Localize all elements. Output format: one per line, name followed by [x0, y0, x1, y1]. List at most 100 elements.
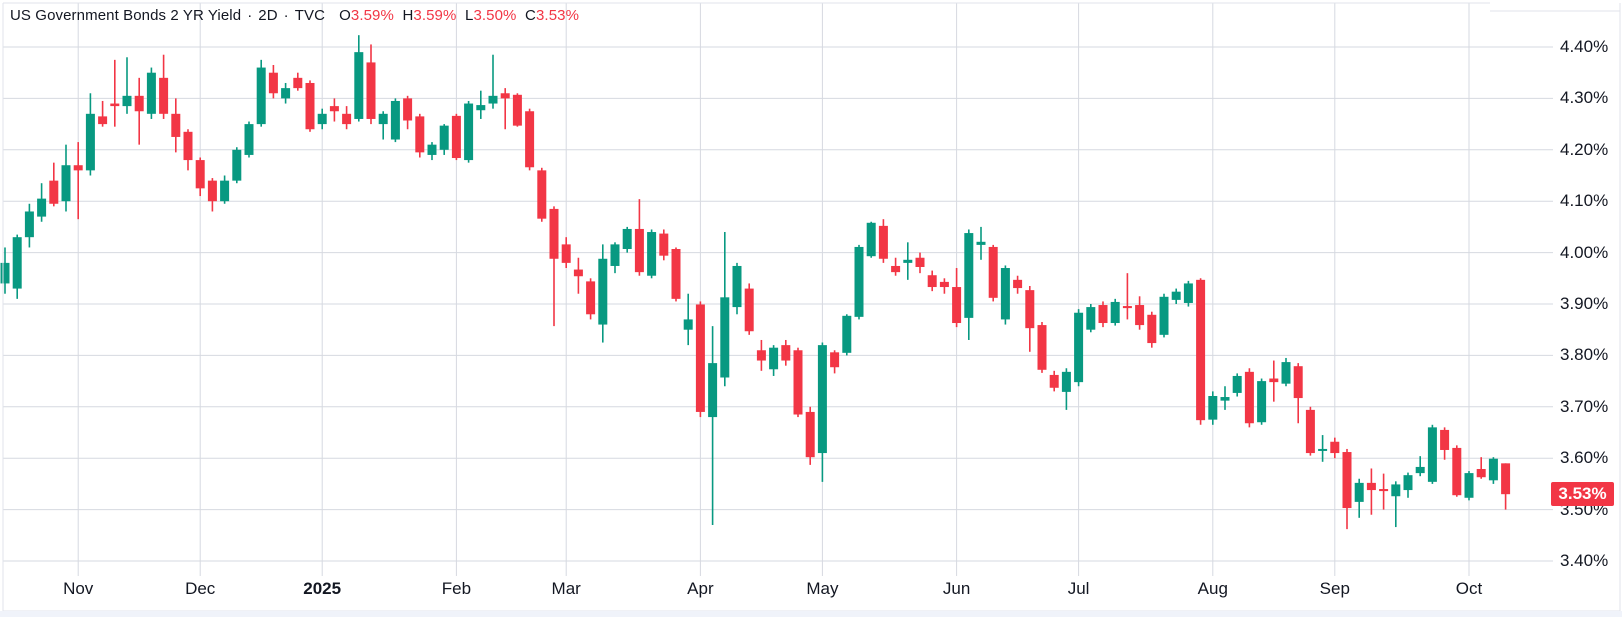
candle-body-up [842, 315, 852, 353]
candle-body-up [964, 233, 974, 318]
candle-body-down [586, 281, 596, 315]
candle-body-down [781, 345, 791, 361]
legend-separator: · [283, 7, 289, 24]
time-axis-label[interactable]: Apr [687, 579, 714, 598]
candle-body-down [525, 111, 535, 168]
candle-body-down [329, 106, 339, 112]
high-label: H [402, 7, 414, 24]
candle-body-up [85, 113, 95, 171]
candle-body-up [1391, 484, 1401, 497]
candle-body-up [720, 297, 730, 378]
candle-body-down [1440, 429, 1450, 450]
price-axis-label[interactable]: 4.00% [1560, 242, 1609, 262]
candle-body-down [1098, 305, 1108, 324]
candle-body-up [1464, 473, 1474, 498]
candle-body-down [500, 93, 510, 99]
candle-body-down [1501, 463, 1511, 495]
candle-body-up [1403, 475, 1413, 491]
candle-body-down [1293, 366, 1303, 399]
last-price-badge: 3.53% [1551, 482, 1614, 507]
price-axis-label[interactable]: 3.40% [1560, 551, 1609, 570]
candle-body-up [220, 180, 230, 202]
time-axis-label[interactable]: Aug [1197, 579, 1228, 598]
candle-body-up [732, 265, 742, 308]
exchange-label: TVC [294, 7, 326, 24]
candle-body-up [622, 228, 632, 250]
time-axis-label[interactable]: Dec [185, 579, 216, 598]
candle-body-up [1281, 362, 1291, 384]
price-axis-label[interactable]: 3.80% [1560, 345, 1609, 365]
low-value: 3.50% [473, 7, 517, 24]
candle-body-down [293, 77, 303, 89]
candle-body-down [927, 275, 937, 288]
candle-body-up [1354, 482, 1364, 502]
candle-body-up [1427, 427, 1437, 482]
time-axis-label[interactable]: Mar [551, 579, 581, 598]
candle-body-up [976, 241, 986, 245]
candle-body-up [1488, 458, 1498, 481]
candle-body-down [73, 165, 83, 171]
time-axis-label[interactable]: Nov [63, 579, 94, 598]
candle-body-up [317, 113, 327, 125]
chart-legend: US Government Bonds 2 YR Yield · 2D · TVC O3.… [10, 7, 579, 24]
candle-body-down [415, 116, 425, 153]
time-axis-label[interactable]: Jun [942, 579, 971, 598]
candle-body-up [464, 103, 474, 161]
candle-body-down [573, 269, 583, 277]
candle-body-down [634, 228, 644, 273]
candle-body-up [439, 125, 449, 150]
candle-body-up [1061, 371, 1071, 392]
candle-body-up [1159, 296, 1169, 335]
symbol-title[interactable]: US Government Bonds 2 YR Yield [10, 7, 242, 24]
candle-body-up [354, 52, 364, 119]
candle-body-down [451, 115, 461, 159]
candle-body-down [939, 281, 949, 288]
candle-body-down [183, 131, 193, 161]
time-axis-label[interactable]: Feb [441, 579, 472, 598]
close-label: C [525, 7, 536, 24]
ohlc-readout: O3.59% H3.59% L3.50% C3.53% [339, 7, 579, 24]
candle-body-down [756, 350, 766, 361]
candle-body-down [549, 208, 559, 259]
time-axis-label[interactable]: Oct [1455, 579, 1483, 598]
candle-body-up [1415, 466, 1425, 474]
price-axis-label[interactable]: 4.20% [1560, 139, 1609, 159]
candle-body-down [512, 94, 522, 126]
candle-body-up [1208, 396, 1218, 420]
candle-body-down [695, 304, 705, 412]
candle-body-up [1232, 375, 1242, 393]
candle-body-up [1318, 448, 1328, 451]
candle-body-down [159, 77, 169, 114]
price-axis-label[interactable]: 4.10% [1560, 191, 1609, 211]
price-axis-label[interactable]: 4.40% [1560, 37, 1609, 56]
candle-body-down [49, 180, 59, 204]
candle-body-down [98, 116, 108, 125]
candle-body-down [342, 113, 352, 125]
candle-body-down [1330, 441, 1340, 454]
time-axis-label[interactable]: 2025 [303, 579, 342, 598]
price-axis-label[interactable]: 3.90% [1560, 294, 1609, 313]
candle-body-up [598, 258, 608, 325]
price-axis-label[interactable]: 3.60% [1560, 448, 1609, 468]
candle-body-down [1269, 378, 1279, 383]
candle-body-up [854, 246, 864, 317]
price-axis-label[interactable]: 4.30% [1560, 88, 1609, 108]
candle-body-down [561, 244, 571, 263]
interval-label[interactable]: 2D [258, 7, 278, 24]
price-axis-label[interactable]: 3.70% [1560, 396, 1609, 416]
candles-layer [0, 35, 1511, 530]
time-axis-label[interactable]: Sep [1319, 579, 1350, 598]
candle-body-down [1366, 482, 1376, 491]
candle-body-down [891, 265, 901, 273]
candle-body-up [37, 198, 47, 217]
candle-body-up [708, 363, 718, 418]
candle-body-up [427, 144, 437, 155]
candle-body-down [915, 257, 925, 267]
candle-body-down [305, 82, 315, 130]
time-axis-label[interactable]: May [806, 579, 839, 598]
time-axis-label[interactable]: Jul [1067, 579, 1090, 598]
close-value: 3.53% [535, 7, 580, 24]
